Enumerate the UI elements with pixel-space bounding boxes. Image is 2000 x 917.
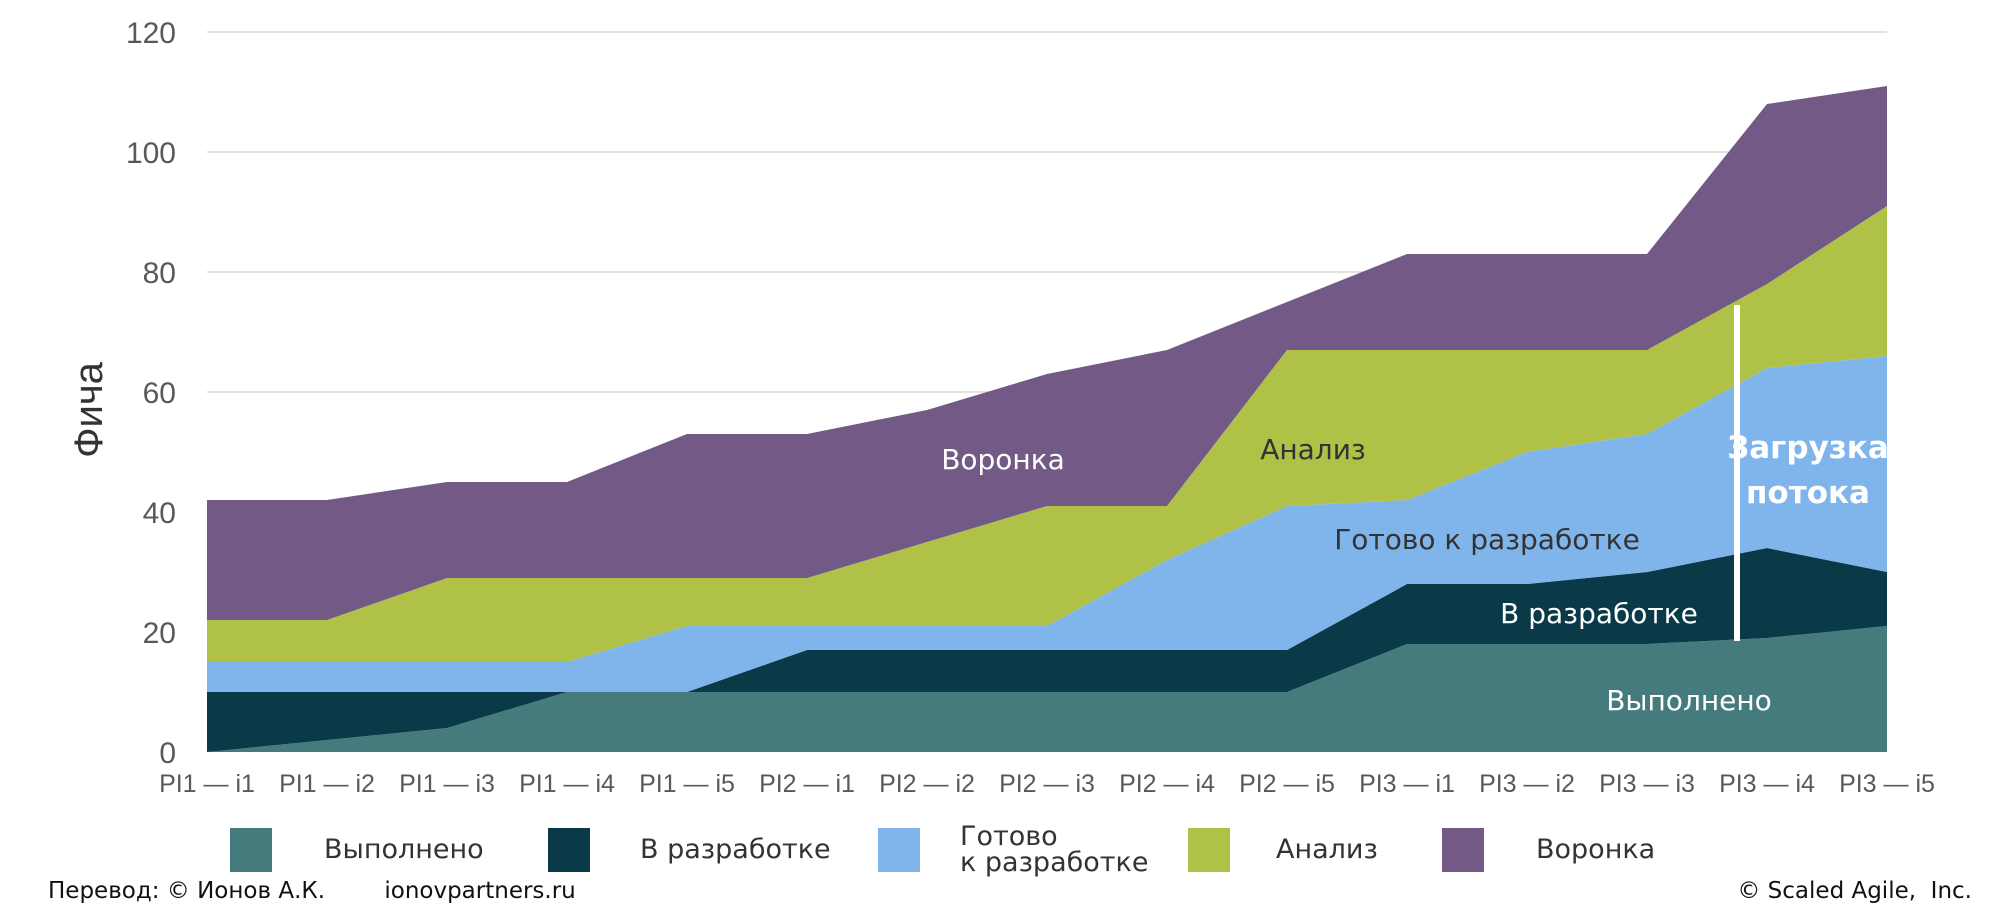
y-tick-label: 80 bbox=[143, 257, 176, 290]
site-link[interactable]: ionovpartners.ru bbox=[384, 878, 576, 904]
y-axis-label: Фича bbox=[67, 361, 111, 458]
legend-item-ready: Готово к разработке bbox=[878, 821, 1149, 878]
x-tick-label: PI1 — i2 bbox=[279, 770, 375, 798]
area-label-in-dev: В разработке bbox=[1500, 597, 1698, 630]
y-tick-label: 60 bbox=[143, 377, 176, 410]
legend-swatch-analysis bbox=[1188, 828, 1230, 872]
annotation-line2: потока bbox=[1746, 475, 1870, 511]
legend-label-ready: Готово к разработке bbox=[960, 821, 1149, 878]
stacked-areas bbox=[207, 86, 1887, 752]
y-tick-label: 120 bbox=[126, 17, 176, 50]
x-tick-label: PI3 — i1 bbox=[1359, 770, 1455, 798]
cumulative-flow-chart: 0 20 40 60 80 100 120 PI1 — i1 PI1 — i2 PI1 — i3… bbox=[67, 17, 1935, 798]
x-tick-label: PI1 — i1 bbox=[159, 770, 255, 798]
legend-label-done: Выполнено bbox=[324, 834, 484, 865]
area-label-ready: Готово к разработке bbox=[1334, 523, 1640, 556]
area-label-analysis: Анализ bbox=[1260, 433, 1366, 466]
x-tick-label: PI2 — i2 bbox=[879, 770, 975, 798]
x-tick-label: PI2 — i1 bbox=[759, 770, 855, 798]
y-tick-label: 0 bbox=[159, 737, 176, 770]
y-tick-label: 40 bbox=[143, 497, 176, 530]
copyright: © Scaled Agile, Inc. bbox=[1737, 878, 1972, 904]
area-label-done: Выполнено bbox=[1606, 684, 1772, 717]
area-series-2 bbox=[207, 356, 1887, 692]
x-tick-label: PI3 — i5 bbox=[1839, 770, 1935, 798]
area-series-3 bbox=[207, 206, 1887, 662]
x-tick-label: PI3 — i3 bbox=[1599, 770, 1695, 798]
x-tick-label: PI1 — i4 bbox=[519, 770, 615, 798]
y-tick-labels: 0 20 40 60 80 100 120 bbox=[126, 17, 176, 770]
legend-swatch-in-dev bbox=[548, 828, 590, 872]
area-label-funnel: Воронка bbox=[941, 443, 1065, 476]
x-tick-labels: PI1 — i1 PI1 — i2 PI1 — i3 PI1 — i4 PI1 — i5… bbox=[159, 770, 1935, 798]
legend-swatch-done bbox=[230, 828, 272, 872]
area-labels: Воронка Анализ Готово к разработке В разраб… bbox=[941, 433, 1772, 717]
x-tick-label: PI2 — i5 bbox=[1239, 770, 1335, 798]
translation-credit: Перевод: © Ионов А.К. bbox=[48, 878, 326, 904]
x-tick-label: PI3 — i4 bbox=[1719, 770, 1815, 798]
annotation-line1: Загрузка bbox=[1727, 430, 1889, 466]
area-series-0 bbox=[207, 626, 1887, 752]
x-tick-label: PI2 — i4 bbox=[1119, 770, 1215, 798]
legend-swatch-funnel bbox=[1442, 828, 1484, 872]
legend-item-analysis: Анализ bbox=[1188, 826, 1378, 874]
legend-item-funnel: Воронка bbox=[1442, 826, 1655, 874]
x-tick-label: PI1 — i5 bbox=[639, 770, 735, 798]
legend-item-done: Выполнено bbox=[230, 826, 484, 874]
y-tick-label: 20 bbox=[143, 617, 176, 650]
x-tick-label: PI2 — i3 bbox=[999, 770, 1095, 798]
legend-label-in-dev: В разработке bbox=[640, 834, 831, 865]
area-series-4 bbox=[207, 86, 1887, 620]
legend-swatch-ready bbox=[878, 828, 920, 872]
legend: Выполнено В разработке Готово к разработ… bbox=[0, 821, 2000, 878]
x-tick-label: PI1 — i3 bbox=[399, 770, 495, 798]
legend-label-analysis: Анализ bbox=[1276, 834, 1378, 865]
x-tick-label: PI3 — i2 bbox=[1479, 770, 1575, 798]
y-tick-label: 100 bbox=[126, 137, 176, 170]
legend-label-funnel: Воронка bbox=[1536, 834, 1656, 865]
footer-attribution: Перевод: © Ионов А.К. ionovpartners.ru bbox=[48, 878, 576, 904]
legend-item-in-dev: В разработке bbox=[548, 826, 831, 874]
